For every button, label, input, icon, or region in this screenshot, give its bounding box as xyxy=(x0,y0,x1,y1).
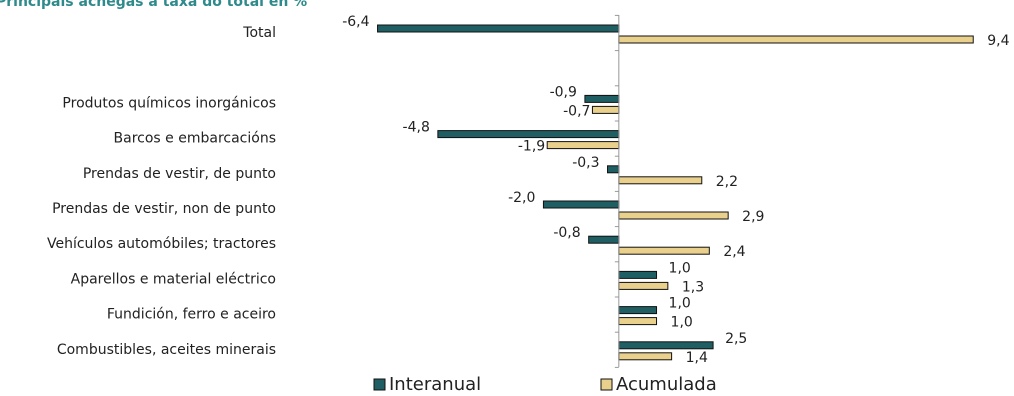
value-label: -2,0 xyxy=(508,190,535,206)
bar xyxy=(618,352,673,361)
bar xyxy=(618,306,658,315)
value-label: 1,4 xyxy=(686,350,708,366)
legend-label: Acumulada xyxy=(616,374,717,395)
value-label: 1,0 xyxy=(671,315,693,331)
category-label: Fundición, ferro e aceiro xyxy=(107,307,276,323)
category-label: Prendas de vestir, de punto xyxy=(83,166,276,182)
value-label: -4,8 xyxy=(403,120,430,136)
bar xyxy=(588,235,620,244)
value-label: 1,0 xyxy=(669,296,691,312)
value-label: -0,7 xyxy=(563,103,590,119)
bar xyxy=(618,176,703,185)
bar xyxy=(618,35,974,44)
chart-title: Principais achegas á taxa do total en % xyxy=(0,0,307,10)
legend-swatch xyxy=(373,378,386,391)
bar xyxy=(618,341,714,350)
value-label: -0,8 xyxy=(553,225,580,241)
legend-swatch xyxy=(600,378,613,391)
category-label: Combustibles, aceites minerais xyxy=(57,342,276,358)
bar xyxy=(618,281,669,290)
value-label: 2,4 xyxy=(723,244,745,260)
value-label: 2,5 xyxy=(725,331,747,347)
value-label: -1,9 xyxy=(518,139,545,155)
bar xyxy=(437,130,620,139)
value-label: 2,2 xyxy=(716,174,738,190)
legend-label: Interanual xyxy=(389,374,481,395)
value-label: -0,3 xyxy=(572,155,599,171)
bar xyxy=(546,141,620,150)
bar xyxy=(618,211,729,220)
bar xyxy=(542,200,620,209)
value-label: -6,4 xyxy=(342,14,369,30)
bar xyxy=(591,105,620,114)
category-label: Produtos químicos inorgánicos xyxy=(62,95,276,111)
category-label: Prendas de vestir, non de punto xyxy=(52,201,276,217)
value-label: 2,9 xyxy=(742,209,764,225)
value-label: -0,9 xyxy=(550,84,577,100)
category-label: Vehículos automóbiles; tractores xyxy=(47,236,276,252)
bar xyxy=(607,165,620,174)
bar xyxy=(618,317,658,326)
bar xyxy=(618,246,710,255)
category-label: Barcos e embarcacións xyxy=(114,131,276,147)
bar xyxy=(377,24,620,33)
value-label: 1,0 xyxy=(669,260,691,276)
category-label: Total xyxy=(242,25,276,41)
bar xyxy=(618,270,658,279)
bar xyxy=(584,94,620,103)
value-label: 1,3 xyxy=(682,279,704,295)
value-label: 9,4 xyxy=(987,33,1009,49)
category-label: Aparellos e material eléctrico xyxy=(71,271,276,287)
